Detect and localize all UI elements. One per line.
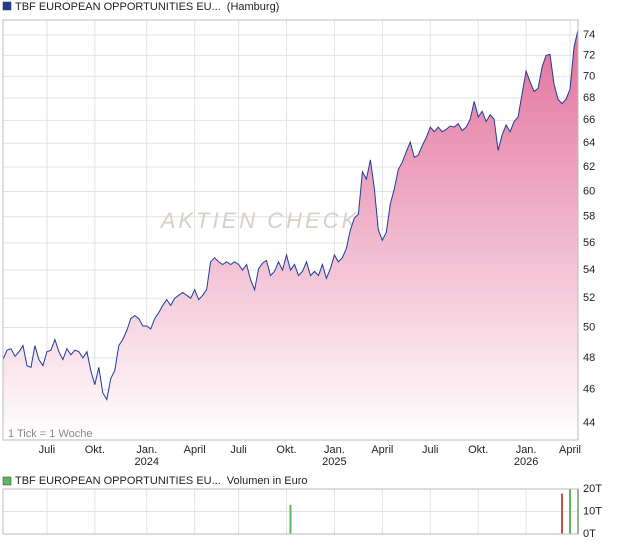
exchange-label: (Hamburg) (227, 1, 280, 13)
x-tick-label: Okt. (276, 444, 296, 456)
x-tick-label: Juli (422, 444, 439, 456)
x-tick-label: Jan. (136, 444, 157, 456)
y-tick-label: 72 (583, 49, 595, 61)
volume-bar (289, 504, 292, 534)
y-tick-label: 46 (583, 384, 595, 396)
y-tick-label: 0T (583, 528, 596, 540)
y-tick-label: 58 (583, 211, 595, 223)
y-tick-label: 56 (583, 237, 595, 249)
tick-note: 1 Tick = 1 Woche (8, 428, 92, 440)
y-tick-label: 68 (583, 92, 595, 104)
x-tick-label: Juli (230, 444, 247, 456)
x-tick-label: April (559, 444, 581, 456)
price-chart: Juli Okt. Jan. April Juli Okt. Jan. April Juli Ok… (2, 1, 595, 468)
area-fill (3, 29, 578, 441)
x-tick-label: Okt. (468, 444, 488, 456)
legend-swatch (2, 476, 12, 486)
y-tick-label: 10T (583, 505, 602, 517)
x-tick-label: April (184, 444, 206, 456)
year-label: 2025 (322, 456, 346, 468)
y-tick-label: 20T (583, 483, 602, 495)
y-tick-label: 70 (583, 70, 595, 82)
volume-chart: 0T 10T 20T TBF EUROPEAN OPPORTUNITIES EU...… (2, 475, 602, 540)
y-tick-label: 62 (583, 161, 595, 173)
unit-label: Volumen in Euro (227, 475, 308, 487)
y-tick-label: 74 (583, 29, 595, 41)
year-label: 2024 (135, 456, 159, 468)
y-tick-label: 50 (583, 321, 595, 333)
y-tick-label: 64 (583, 137, 595, 149)
legend-label: TBF EUROPEAN OPPORTUNITIES EU... (15, 475, 221, 487)
y-tick-label: 66 (583, 114, 595, 126)
plot-frame (2, 488, 579, 535)
volume-bar (561, 493, 564, 534)
x-tick-label: Juli (39, 444, 56, 456)
price-line (2, 29, 579, 401)
x-tick-label: April (371, 444, 393, 456)
y-tick-label: 48 (583, 352, 595, 364)
year-label: 2026 (514, 456, 538, 468)
volume-bar (569, 489, 572, 534)
x-tick-label: Jan. (324, 444, 345, 456)
watermark: AKTIEN CHECK (159, 208, 360, 233)
legend-swatch (2, 1, 12, 11)
y-tick-label: 44 (583, 417, 595, 429)
x-tick-label: Jan. (516, 444, 537, 456)
legend-label: TBF EUROPEAN OPPORTUNITIES EU... (15, 1, 221, 13)
y-tick-label: 54 (583, 264, 595, 276)
y-tick-label: 52 (583, 292, 595, 304)
y-tick-label: 60 (583, 185, 595, 197)
x-tick-label: Okt. (85, 444, 105, 456)
plot-frame (2, 19, 579, 441)
